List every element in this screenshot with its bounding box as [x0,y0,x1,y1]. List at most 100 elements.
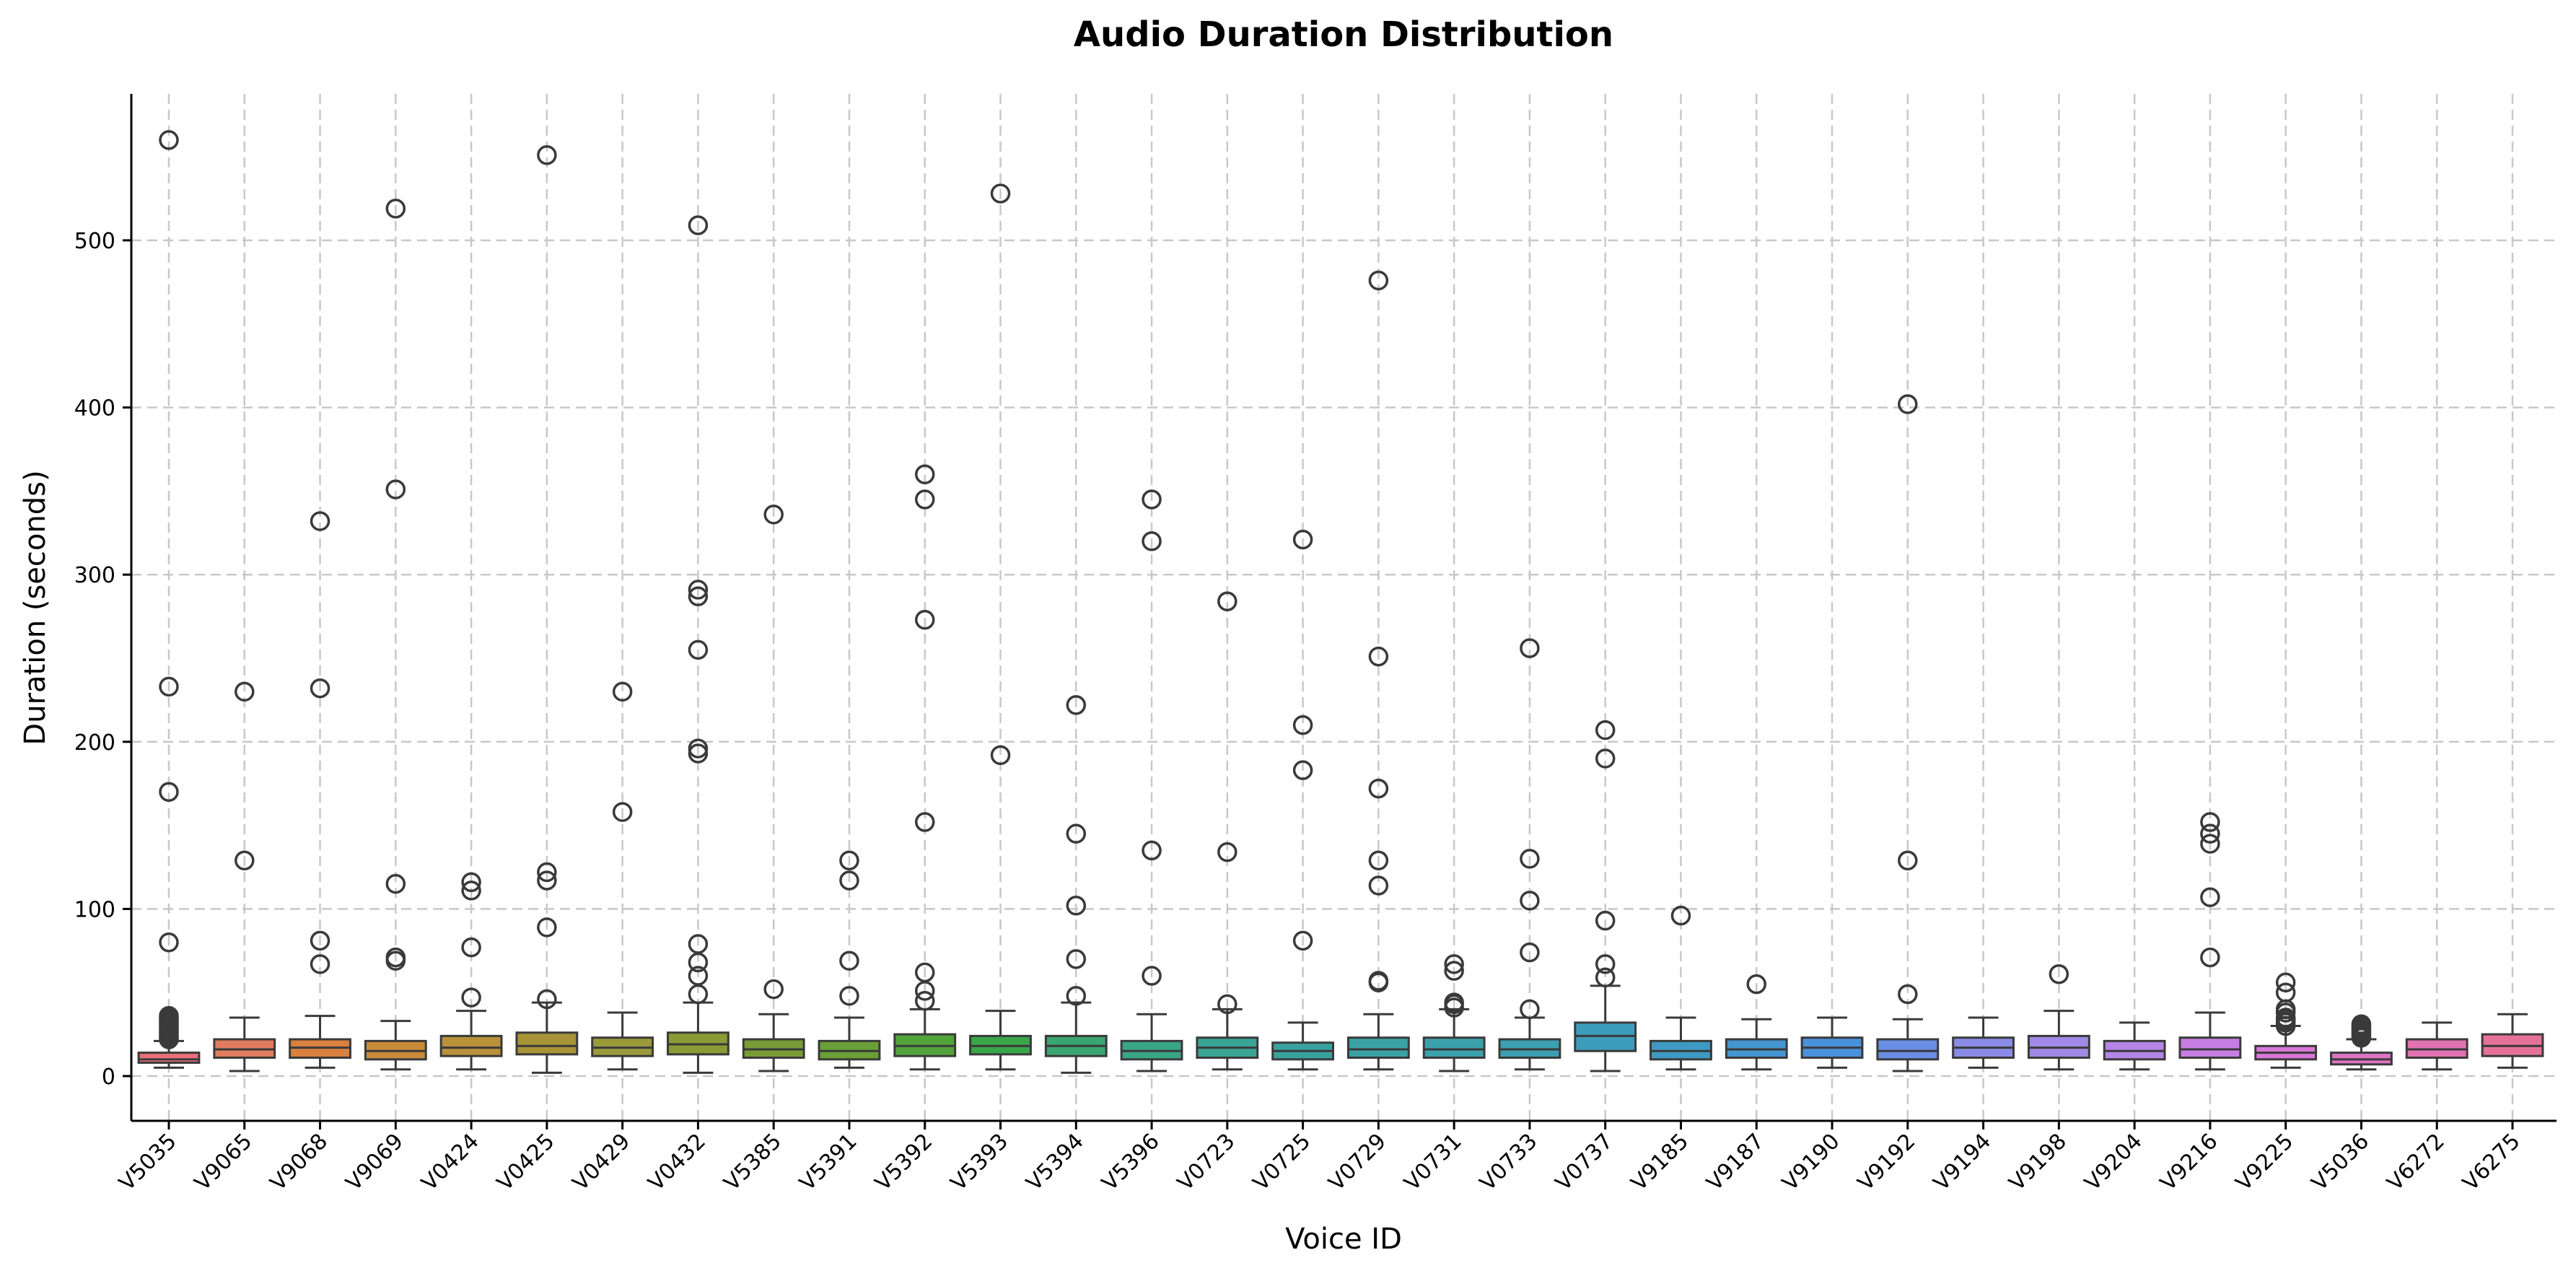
outlier-point [1292,760,1313,780]
x-tick-label: V0725 [1248,1129,1315,1196]
x-tick-label: V0429 [568,1129,635,1196]
outlier-point [839,951,859,971]
x-tick-label: V0432 [644,1129,711,1196]
outlier-point [1520,638,1540,658]
x-tick-label: V5036 [2307,1129,2374,1196]
outlier-point [688,934,709,954]
x-tick-label: V9185 [1626,1129,1694,1196]
box-group-V6272 [2405,1021,2468,1071]
outlier-point [159,782,179,803]
outlier-point [1066,949,1087,969]
outlier-point [385,479,406,499]
outlier-point [159,932,179,953]
outlier-point [2200,823,2220,844]
outlier-point [159,130,179,150]
box-group-V0729 [1346,270,1410,1071]
x-tick-label: V9068 [266,1129,333,1196]
box-iqr [137,1052,201,1064]
x-tick-label: V0723 [1173,1129,1240,1196]
outlier-point [1142,489,1162,510]
x-tick-label: V5394 [1022,1129,1089,1196]
outlier-point [1142,531,1162,551]
box-group-V0733 [1498,638,1561,1071]
x-tick-label: V9192 [1853,1129,1920,1196]
outlier-point [2200,834,2220,854]
x-tick-label: V0424 [417,1129,484,1196]
outlier-point [2275,1008,2296,1028]
x-tick-label: V5396 [1097,1129,1164,1196]
box-group-V9204 [2103,1021,2166,1071]
outlier-point [1217,591,1237,612]
outlier-point [1898,394,1918,414]
box-group-V0424 [439,872,503,1071]
box-iqr [1422,1036,1486,1059]
outlier-point [461,880,481,901]
y-axis-label: Duration (seconds) [19,470,52,745]
outlier-point [1066,823,1087,844]
outlier-point [537,870,557,891]
outlier-point [1368,850,1389,870]
outlier-point [385,873,406,894]
box-group-V0737 [1574,720,1637,1072]
outlier-point [1444,961,1464,981]
outlier-point [235,850,255,870]
outlier-point [1520,849,1540,869]
box-group-V9216 [2178,812,2242,1071]
outlier-point [1142,840,1162,861]
outlier-point [1217,842,1237,862]
box-group-V5385 [742,504,805,1072]
outlier-point [1520,942,1540,963]
outlier-point [688,586,709,607]
outlier-point [310,954,330,974]
outlier-point [537,862,557,883]
y-tick-label: 300 [74,563,115,588]
chart-title: Audio Duration Distribution [1074,14,1613,55]
outlier-point [1368,875,1389,896]
x-tick-label: V5391 [794,1129,862,1196]
outlier-point [385,947,406,968]
outlier-point [461,937,481,958]
outlier-point [1898,850,1918,870]
outlier-point [914,812,935,832]
outlier-point [914,991,935,1011]
outlier-point [990,183,1011,204]
y-tick-label: 500 [74,229,115,254]
outlier-point [1898,984,1918,1005]
outlier-point [1368,270,1389,291]
outlier-point [1595,720,1616,740]
outlier-point [2275,982,2296,1002]
x-tick-label: V6272 [2383,1129,2450,1196]
outlier-point [2049,963,2069,984]
x-tick-label: V9198 [2005,1129,2072,1196]
outlier-point [1595,954,1616,974]
box-iqr [515,1031,579,1056]
outlier-point [1217,994,1237,1015]
box-group-V5035 [137,130,201,1069]
x-tick-label: V0731 [1400,1129,1467,1196]
box-group-V9069 [364,198,427,1071]
box-group-V5393 [969,183,1032,1071]
outlier-point [763,979,784,1000]
outlier-point [2200,887,2220,907]
outlier-point [688,580,709,600]
outlier-point [1595,910,1616,931]
outlier-point [537,145,557,165]
box-group-V9065 [213,681,276,1072]
x-tick-label: V0737 [1551,1129,1618,1196]
box-group-V5391 [818,850,881,1069]
box-group-V5396 [1120,489,1183,1072]
y-tick-label: 100 [74,897,115,922]
x-tick-label: V5393 [946,1129,1013,1196]
box-group-V9225 [2254,972,2318,1069]
outlier-point [1595,967,1616,988]
box-group-V0731 [1422,954,1486,1072]
outlier-point [1368,778,1389,799]
outlier-point [1670,905,1691,926]
box-iqr [1346,1036,1410,1059]
outlier-point [763,504,784,525]
outlier-point [385,198,406,219]
box-group-V0429 [591,681,654,1071]
box-group-V9194 [1952,1016,2015,1069]
outlier-point [2200,812,2220,832]
